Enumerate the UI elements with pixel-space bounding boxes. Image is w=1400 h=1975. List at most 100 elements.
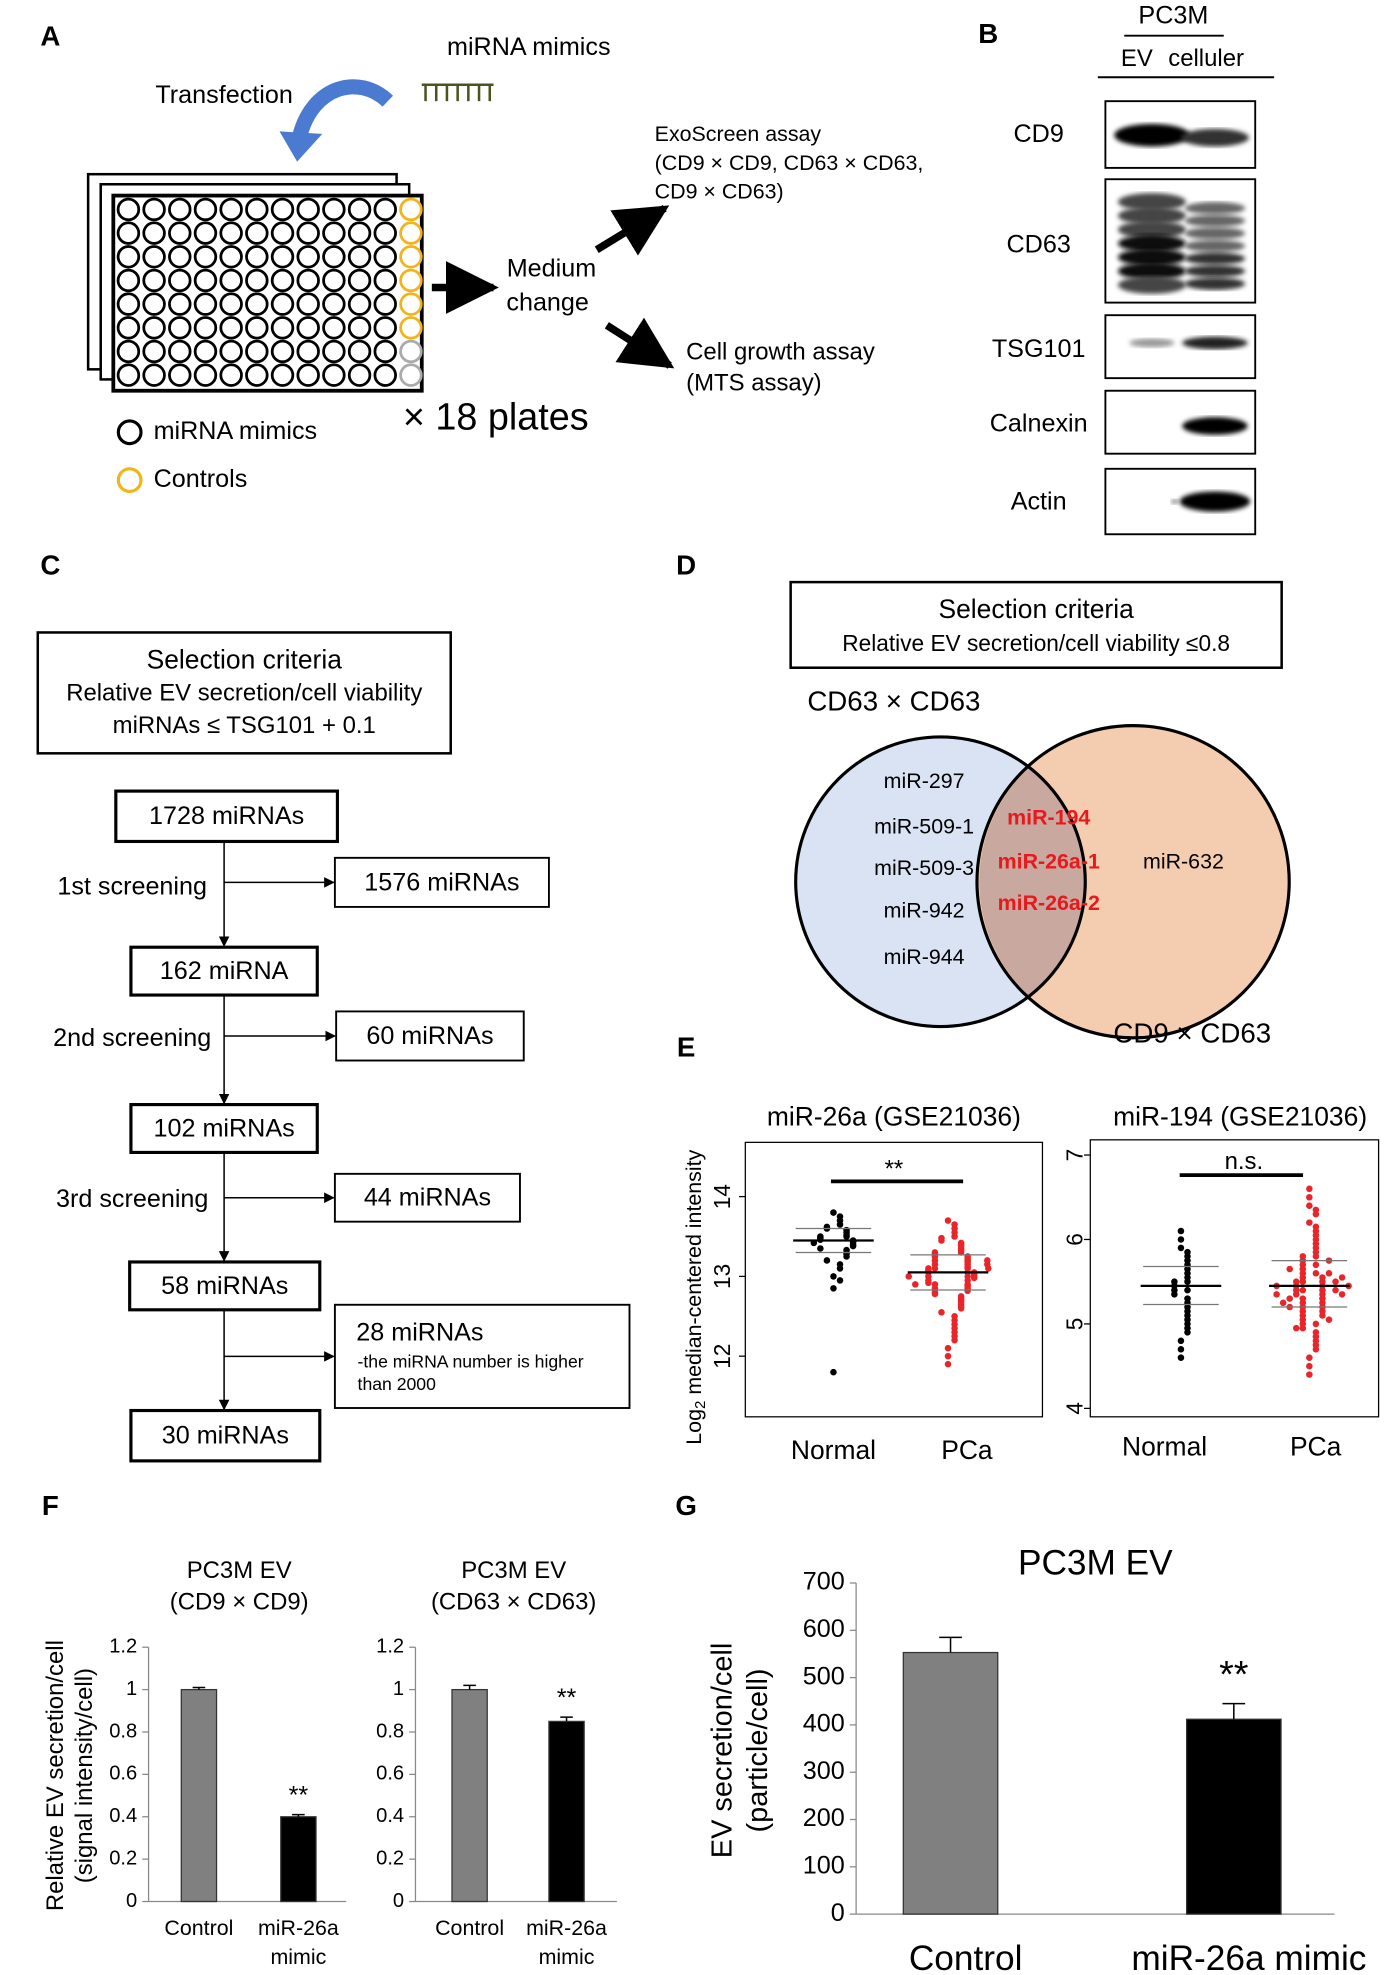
y-axis-label: Relative EV secretion/cell — [42, 1640, 69, 1911]
panel-label: C — [40, 549, 60, 580]
data-point — [964, 1287, 971, 1295]
x-tick-label: mimic — [539, 1945, 595, 1969]
data-point — [843, 1253, 850, 1260]
data-point — [823, 1257, 831, 1264]
well — [373, 268, 397, 293]
well — [116, 245, 141, 269]
legend-marker — [116, 467, 143, 494]
medium-label: change — [506, 289, 589, 317]
chart-title: (CD9 × CD9) — [170, 1588, 309, 1615]
well — [322, 339, 346, 364]
data-point — [984, 1257, 991, 1264]
well — [116, 268, 141, 293]
well — [193, 363, 218, 387]
y-axis-label-part: 2 — [692, 1401, 709, 1409]
data-point — [1312, 1253, 1320, 1260]
mimics-label: miRNA mimics — [447, 33, 611, 61]
well — [142, 197, 166, 222]
y-tick-label: 0.8 — [109, 1720, 137, 1742]
criteria-text: Relative EV secretion/cell viability — [66, 679, 422, 706]
step-label: 162 miRNA — [160, 957, 289, 985]
y-tick-label: 1.2 — [109, 1636, 137, 1658]
excluded-label: 60 miRNAs — [366, 1022, 493, 1050]
blot-band — [1117, 220, 1186, 239]
well — [219, 316, 243, 340]
legend-label: miRNA mimics — [154, 417, 318, 445]
data-point — [830, 1285, 837, 1292]
data-point — [1177, 1354, 1185, 1361]
well — [347, 316, 372, 340]
bar — [451, 1688, 488, 1903]
blot-label: TSG101 — [992, 335, 1086, 363]
well — [270, 221, 295, 245]
data-point — [1279, 1299, 1287, 1307]
y-tick-label: 0 — [393, 1890, 404, 1912]
blot-band — [1117, 248, 1186, 267]
bar — [1185, 1718, 1282, 1915]
blot-band — [1184, 201, 1246, 215]
well — [168, 363, 192, 387]
well — [168, 221, 192, 245]
data-point — [1306, 1371, 1313, 1378]
y-tick-label: 400 — [803, 1710, 845, 1738]
y-tick-label: 0.6 — [376, 1763, 404, 1785]
data-point — [1325, 1269, 1333, 1277]
x-tick-label: Normal — [1122, 1431, 1207, 1461]
venn-overlap — [979, 767, 1086, 997]
blot-band — [1170, 499, 1179, 505]
well — [142, 363, 166, 387]
well — [193, 339, 218, 364]
well — [373, 363, 397, 387]
venn-item: miR-509-1 — [874, 814, 974, 838]
y-tick-label: 1 — [126, 1678, 137, 1700]
chart-title: PC3M EV — [187, 1557, 292, 1584]
y-tick-label: 0.6 — [109, 1763, 137, 1785]
well — [347, 292, 372, 316]
y-tick-label: 700 — [803, 1568, 845, 1596]
legend-label: Controls — [154, 465, 248, 493]
step-label: 102 miRNAs — [153, 1114, 294, 1142]
y-tick-label: 7 — [1061, 1149, 1087, 1162]
data-point — [836, 1221, 844, 1228]
data-point — [1312, 1320, 1320, 1328]
venn-item: miR-942 — [884, 899, 965, 923]
panel-label: B — [978, 18, 998, 49]
blot-band — [1117, 276, 1186, 294]
significance-label: ** — [289, 1782, 309, 1810]
data-point — [944, 1217, 952, 1224]
well — [347, 363, 372, 387]
arrow — [594, 204, 670, 256]
plot-frame — [1089, 1139, 1380, 1418]
well — [245, 316, 269, 340]
y-axis-label-part: Log — [682, 1409, 706, 1445]
y-tick-label: 0 — [831, 1899, 845, 1927]
criteria-title: Selection criteria — [938, 594, 1134, 624]
blot-band — [1117, 193, 1186, 211]
well — [270, 316, 295, 340]
well — [296, 245, 320, 269]
data-point — [925, 1279, 932, 1287]
well — [193, 197, 218, 222]
well — [373, 197, 397, 222]
well — [399, 316, 423, 340]
blot-band — [1114, 123, 1190, 147]
blot-label: Actin — [1011, 487, 1067, 515]
blot-band — [1184, 252, 1246, 265]
well — [296, 221, 320, 245]
data-point — [938, 1237, 945, 1244]
well — [373, 339, 397, 364]
error-bar — [192, 1686, 206, 1690]
growth-label: Cell growth assay — [686, 338, 875, 365]
plates-label: × 18 plates — [403, 397, 589, 439]
arrow — [604, 317, 675, 369]
chart-title: PC3M EV — [461, 1557, 566, 1584]
blot-band — [1184, 277, 1246, 291]
bar — [902, 1651, 999, 1915]
data-point — [957, 1305, 965, 1312]
data-point — [1177, 1345, 1185, 1353]
data-point — [1184, 1278, 1191, 1285]
venn-item: miR-297 — [884, 769, 965, 793]
well — [296, 339, 320, 364]
well — [399, 197, 423, 222]
well — [116, 221, 141, 245]
